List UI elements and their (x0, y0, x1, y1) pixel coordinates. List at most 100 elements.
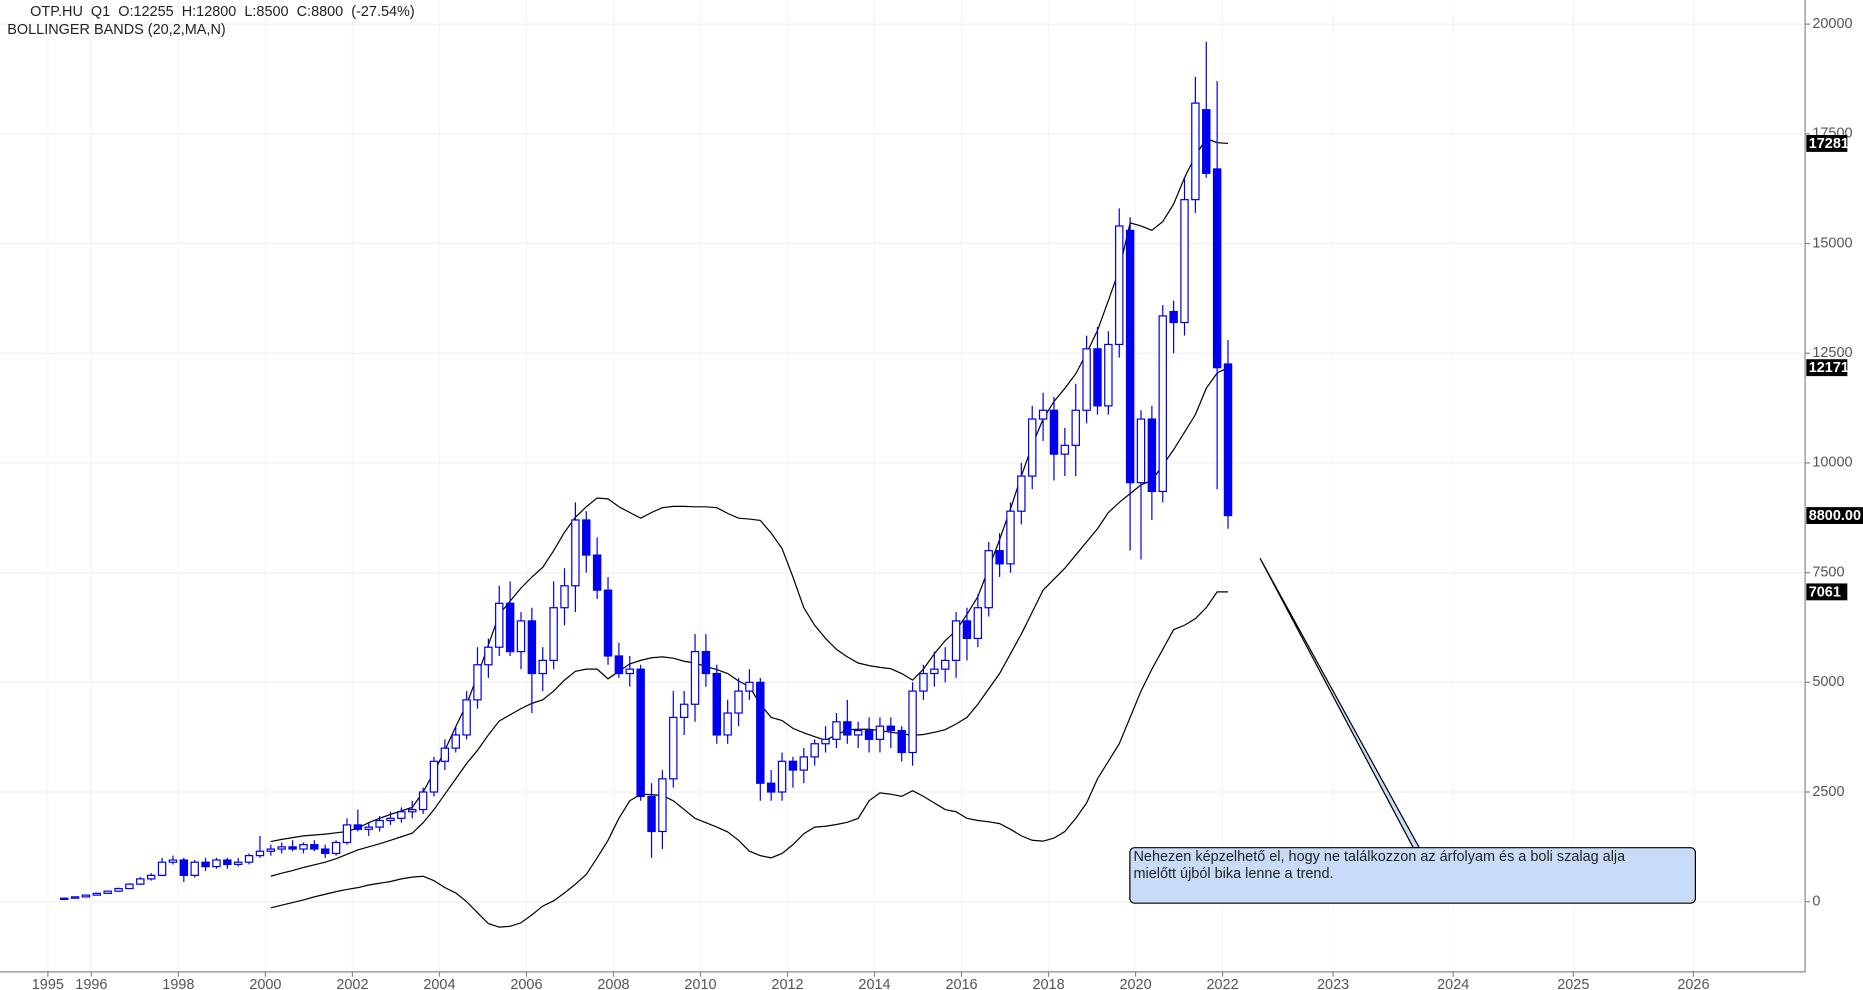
candle-body (582, 519, 591, 556)
candle-body (756, 681, 765, 784)
candle-body (364, 826, 373, 830)
candle-body (114, 887, 123, 892)
x-tick-label: 2010 (684, 977, 716, 990)
x-tick-label: 1998 (162, 977, 194, 990)
candle-body (886, 725, 896, 732)
candle-body (799, 756, 809, 771)
candle-body (723, 712, 732, 736)
x-tick-label: 2026 (1677, 977, 1709, 990)
x-tick-label: 2014 (858, 977, 890, 990)
candle-body (669, 716, 678, 780)
candle-body (353, 824, 363, 830)
candle-body (408, 808, 417, 813)
candle-body (1136, 418, 1146, 484)
candle-body (179, 859, 189, 876)
candle-body (505, 602, 515, 653)
candle-body (288, 846, 297, 850)
candle-body (244, 855, 254, 863)
candle-body (59, 897, 69, 900)
candle-body (1169, 310, 1178, 324)
candle-body (603, 589, 613, 657)
candle-body (625, 668, 634, 675)
candle-body (386, 817, 395, 822)
candle-body (451, 734, 460, 749)
candle-body (843, 721, 852, 736)
candle-body (679, 703, 689, 719)
candle-body (701, 650, 711, 675)
candle-body (1060, 444, 1070, 455)
x-tick-label: 2002 (336, 977, 368, 990)
x-tick-label: 2000 (249, 977, 281, 990)
candle-body (342, 824, 352, 844)
candle-body (418, 791, 428, 811)
candle-body (223, 859, 232, 866)
candle-body (299, 844, 308, 850)
x-tick-label: 2012 (771, 977, 803, 990)
candle-body (1028, 418, 1037, 477)
axes: 0250050007500100001250015000175002000019… (32, 16, 1863, 990)
candle-body (146, 874, 156, 880)
candle-body (125, 883, 134, 890)
candle-body (331, 841, 341, 855)
candle-body (1180, 199, 1189, 324)
candle-body (484, 646, 493, 666)
y-tick-label: 2500 (1812, 784, 1844, 800)
x-tick-label: 2025 (1557, 977, 1589, 990)
y-tick-label: 0 (1812, 894, 1820, 910)
candle-body (658, 778, 667, 833)
price-label-box (1806, 507, 1863, 525)
y-tick-label: 10000 (1812, 455, 1852, 471)
candle-body (1104, 343, 1113, 407)
x-tick-label: 2004 (423, 977, 455, 990)
candle-body (1082, 348, 1091, 411)
candle-body (614, 655, 624, 675)
candle-body (1017, 475, 1026, 512)
candle-body (821, 738, 830, 745)
candle-body (788, 760, 798, 771)
candle-body (321, 848, 330, 855)
candle-body (919, 672, 928, 692)
y-tick-label: 7500 (1812, 564, 1844, 580)
price-label: 12171 (1809, 360, 1849, 376)
candle-body (951, 620, 961, 661)
candle-body (810, 743, 819, 758)
candle-body (81, 894, 91, 898)
price-label-box (1806, 583, 1848, 601)
candle-body (647, 795, 656, 833)
candle-body (897, 729, 906, 754)
candle-body (527, 620, 537, 675)
candle-body (712, 672, 722, 736)
annotation-box (1129, 847, 1696, 904)
candle-body (875, 725, 885, 740)
candle-body (734, 690, 743, 714)
candle-body (495, 602, 504, 648)
candle-body (103, 890, 112, 894)
price-label-box (1806, 359, 1848, 377)
candle-body (212, 859, 221, 868)
price-label: 7061 (1809, 584, 1841, 600)
candle-body (538, 659, 547, 675)
annotation-line: Nehezen képzelhető el, hogy ne találkozz… (1133, 849, 1626, 865)
candle-body (908, 690, 917, 754)
candle-body (462, 699, 471, 736)
candle-body (429, 760, 439, 793)
candle-body (70, 896, 80, 899)
candle-body (1093, 348, 1102, 407)
x-tick-label: 2020 (1119, 977, 1151, 990)
candle-body (853, 729, 863, 736)
candle-body (1006, 510, 1015, 565)
candle-body (1212, 168, 1222, 369)
y-tick-label: 5000 (1812, 674, 1844, 690)
annotation-line: mielőtt újból bika lenne a trend. (1133, 866, 1333, 882)
y-tick-label: 20000 (1812, 16, 1852, 32)
price-label-box (1806, 135, 1848, 152)
band-lower (270, 591, 1229, 928)
candle-body (1071, 409, 1080, 446)
y-tick-label: 12500 (1812, 345, 1852, 361)
candle-body (233, 861, 243, 866)
x-tick-label: 1996 (75, 977, 107, 990)
candle-body (1191, 102, 1200, 201)
candle-body (745, 681, 754, 692)
candle-body (995, 550, 1004, 565)
